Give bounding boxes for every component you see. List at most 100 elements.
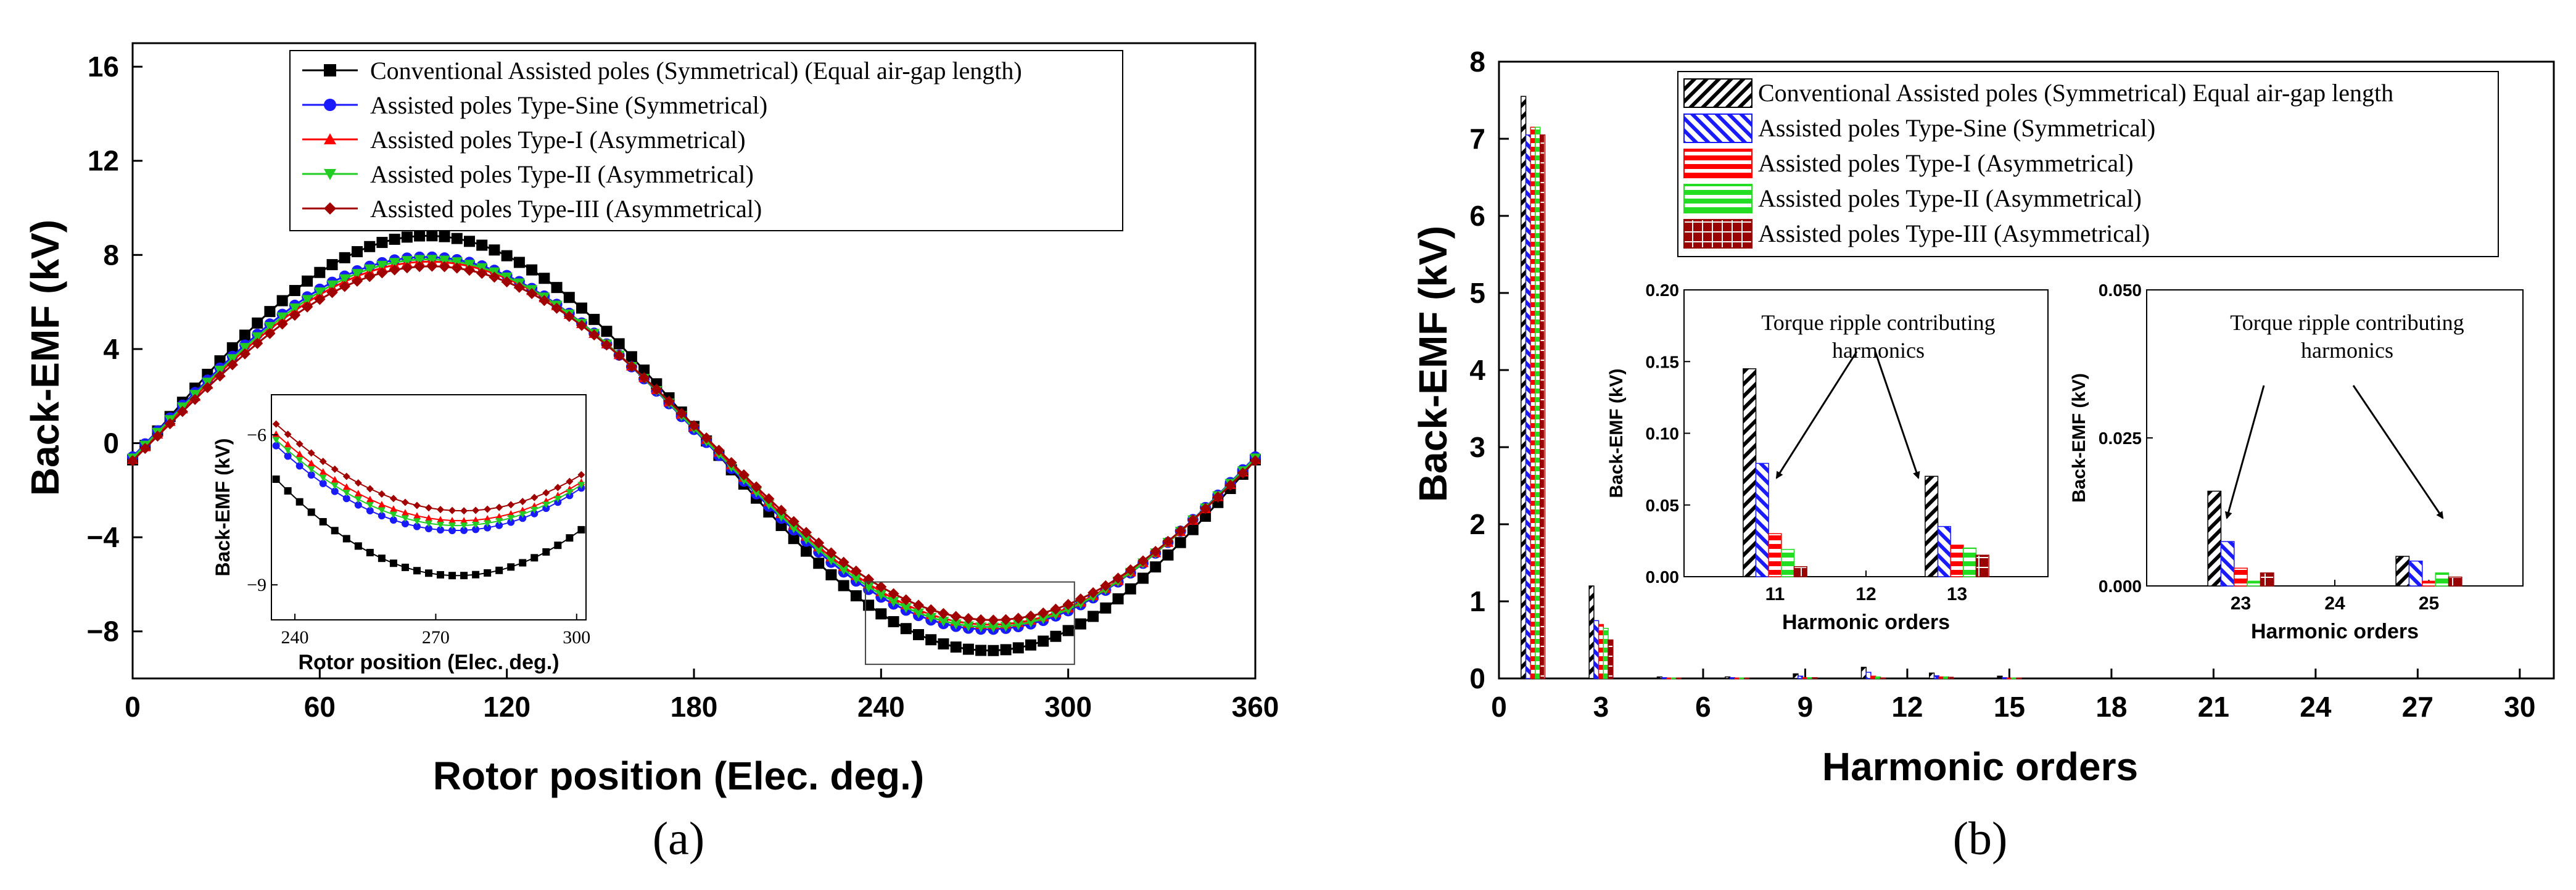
chart-a-data-point [289,285,300,297]
chart-a: 0 60 120 180 240 300 360 −8 −4 0 4 8 12 16 Conventiona… [87,42,1279,723]
chart-a-y-tick-label: 4 [103,333,119,365]
chart-a-legend-label: Assisted poles Type-I (Asymmetrical) [370,126,746,154]
chart-b-inset-bar [2448,576,2462,587]
chart-a-data-point [638,365,650,376]
chart-b-inset-arrow [1874,351,1920,479]
chart-a-data-point [489,271,500,283]
chart-b-inset-y-tick-label: 0.05 [1646,496,1680,515]
chart-a-data-point [1075,618,1086,630]
chart-a-data-point [302,295,313,305]
chart-b-legend-label: Assisted poles Type-II (Asymmetrical) [1758,184,2142,212]
chart-a-data-point [501,250,513,262]
chart-a-data-point [389,233,400,245]
chart-b-legend-swatch [1683,219,1752,249]
chart-a-data-point [202,382,213,393]
chart-a-data-point [1025,617,1036,628]
chart-a-data-point [1088,611,1099,622]
chart-a-data-point [1150,545,1162,557]
chart-b-x-tick-label: 21 [2198,691,2229,723]
chart-a-data-point [314,287,326,298]
chart-a-series-group [127,230,1261,656]
chart-a-data-point [962,643,974,655]
chart-a-data-point [675,408,687,419]
chart-a-data-point [813,537,825,549]
chart-a-data-point [1000,644,1012,656]
chart-b-bar [1798,675,1804,679]
chart-a-data-point [451,257,463,268]
chart-a-data-point [801,527,812,538]
chart-a-data-point [638,372,650,384]
chart-b-y-tick-label: 2 [1469,508,1485,540]
chart-a-data-point [464,265,475,276]
chart-b-inset-x-tick-label: 11 [1765,584,1785,604]
chart-a-panel-label: (a) [653,813,704,865]
chart-a-data-point [838,565,849,575]
chart-a-data-point [352,246,363,258]
chart-b-x-tick-label: 6 [1695,691,1711,723]
chart-a-data-point [439,255,450,266]
chart-b-inset-bar [1768,533,1782,577]
chart-a-data-point [252,337,263,349]
chart-a-data-point [601,326,613,337]
chart-a-data-point [302,301,313,313]
chart-a-data-point [426,230,438,242]
chart-a-inset-x-tick-label: 300 [563,627,590,648]
chart-a-data-point [1038,607,1049,619]
chart-a-data-point [1212,491,1224,503]
chart-a-data-point [601,339,613,351]
chart-a-data-point [226,354,238,365]
chart-a-data-point [339,274,350,284]
chart-a-data-point [1250,455,1261,467]
chart-b-inset-x-tick-label: 13 [1947,584,1967,604]
chart-a-data-point [988,614,999,626]
chart-b-inset-bar [2395,556,2410,587]
chart-b-inset-y-tick-label: 0.10 [1646,424,1680,443]
chart-a-data-point [501,276,513,288]
chart-a-data-point [551,302,563,314]
chart-a-data-point [164,418,176,430]
chart-a-data-point [825,555,837,566]
chart-a-data-point [239,329,250,341]
chart-b-legend-frame [1677,71,2499,257]
chart-b-inset-arrow [2224,385,2265,519]
chart-a-data-point [326,287,338,299]
chart-a-data-point [900,623,912,635]
chart-a-data-point [850,590,862,602]
chart-a-data-point [701,432,712,444]
chart-a-data-point [813,545,825,556]
chart-b-bar [1870,675,1876,679]
chart-a-legend-label: Assisted poles Type-II (Asymmetrical) [370,160,754,188]
chart-a-data-point [925,612,937,624]
chart-a-y-tick-label: 8 [103,239,119,271]
chart-b-inset-y-tick-label: 0.15 [1646,352,1680,371]
chart-a-data-point [1012,642,1024,654]
chart-a-data-point [563,311,575,323]
chart-a-data-point [401,262,413,274]
chart-a-data-point [576,302,587,314]
chart-a-data-point [364,241,376,252]
chart-a-data-point [1112,572,1124,584]
chart-a-data-point [1174,537,1186,548]
chart-b-bars-group [1521,96,2022,680]
chart-a-data-point [1088,587,1099,599]
chart-a-data-point [226,342,238,353]
chart-a-data-point [825,547,837,559]
chart-b-inset-bar [1781,549,1795,577]
chart-b-inset-bar [2408,560,2423,587]
chart-a-data-point [863,600,875,611]
chart-a-data-point [925,604,937,616]
chart-a-data-point [239,348,250,360]
chart-a-data-point [376,267,388,279]
chart-a-data-point [825,569,837,580]
chart-a-data-point [252,317,263,329]
chart-b-bar [1535,126,1541,679]
chart-b-y-tick-label: 5 [1469,277,1485,309]
chart-a-data-point [1150,561,1162,573]
chart-b-bar [1938,676,1944,679]
chart-a-legend-frame [289,50,1123,231]
chart-a-inset-series-line [275,439,582,527]
chart-a-data-point [289,303,300,314]
chart-b-bar [1933,675,1939,679]
chart-b-inset-x-tick-label: 23 [2231,593,2251,614]
